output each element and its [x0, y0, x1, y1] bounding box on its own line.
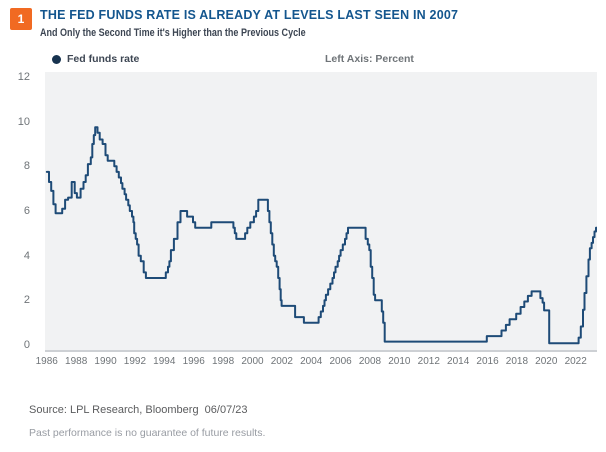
source-text: Source: LPL Research, Bloomberg 06/07/23 [29, 404, 248, 416]
y-tick-label: 12 [17, 71, 30, 83]
y-tick-label: 6 [23, 205, 30, 217]
x-tick-label: 2010 [388, 356, 411, 367]
x-tick-label: 1990 [94, 356, 117, 367]
y-axis-labels: 0 2 4 6 8 10 12 [0, 71, 38, 352]
legend-series-label: Fed funds rate [67, 53, 140, 65]
chart-title: THE FED FUNDS RATE IS ALREADY AT LEVELS … [40, 8, 459, 22]
x-tick-label: 2000 [241, 356, 264, 367]
x-tick-label: 1992 [123, 356, 147, 367]
x-tick-label: 1998 [211, 356, 235, 367]
line-plot [45, 72, 597, 352]
x-tick-label: 1986 [35, 356, 58, 367]
x-tick-label: 2020 [535, 356, 558, 367]
x-tick-label: 2004 [300, 356, 323, 367]
figure-number-badge: 1 [10, 8, 32, 30]
x-tick-label: 2022 [564, 356, 587, 367]
x-tick-label: 1996 [182, 356, 205, 367]
x-tick-label: 2008 [358, 356, 382, 367]
y-tick-label: 0 [23, 339, 30, 351]
chart-subtitle: And Only the Second Time it's Higher tha… [40, 27, 306, 39]
disclaimer-text: Past performance is no guarantee of futu… [29, 427, 266, 439]
x-tick-label: 2018 [505, 356, 529, 367]
y-tick-label: 2 [23, 294, 30, 307]
x-tick-label: 2006 [329, 356, 352, 367]
x-tick-label: 2012 [417, 356, 440, 367]
fed-funds-line [45, 126, 597, 345]
legend-marker-icon [52, 54, 61, 64]
fed-funds-chart: 0 2 4 6 8 10 12 1986 1988 1990 1992 1994 1996 1998 20… [0, 71, 606, 372]
x-tick-label: 2016 [476, 356, 499, 367]
y-tick-label: 10 [17, 115, 30, 128]
x-axis-labels: 1986 1988 1990 1992 1994 1996 1998 2000 2002 2004… [36, 356, 597, 370]
x-tick-label: 2014 [447, 356, 470, 367]
legend: Fed funds rate [52, 53, 139, 65]
y-tick-label: 8 [23, 160, 30, 173]
x-tick-label: 1988 [65, 356, 88, 367]
x-tick-label: 1994 [153, 356, 176, 367]
x-tick-label: 2002 [270, 356, 293, 367]
plot-area [45, 72, 597, 352]
y-tick-label: 4 [23, 249, 30, 262]
plot-background [45, 72, 597, 352]
left-axis-note: Left Axis: Percent [325, 53, 414, 65]
